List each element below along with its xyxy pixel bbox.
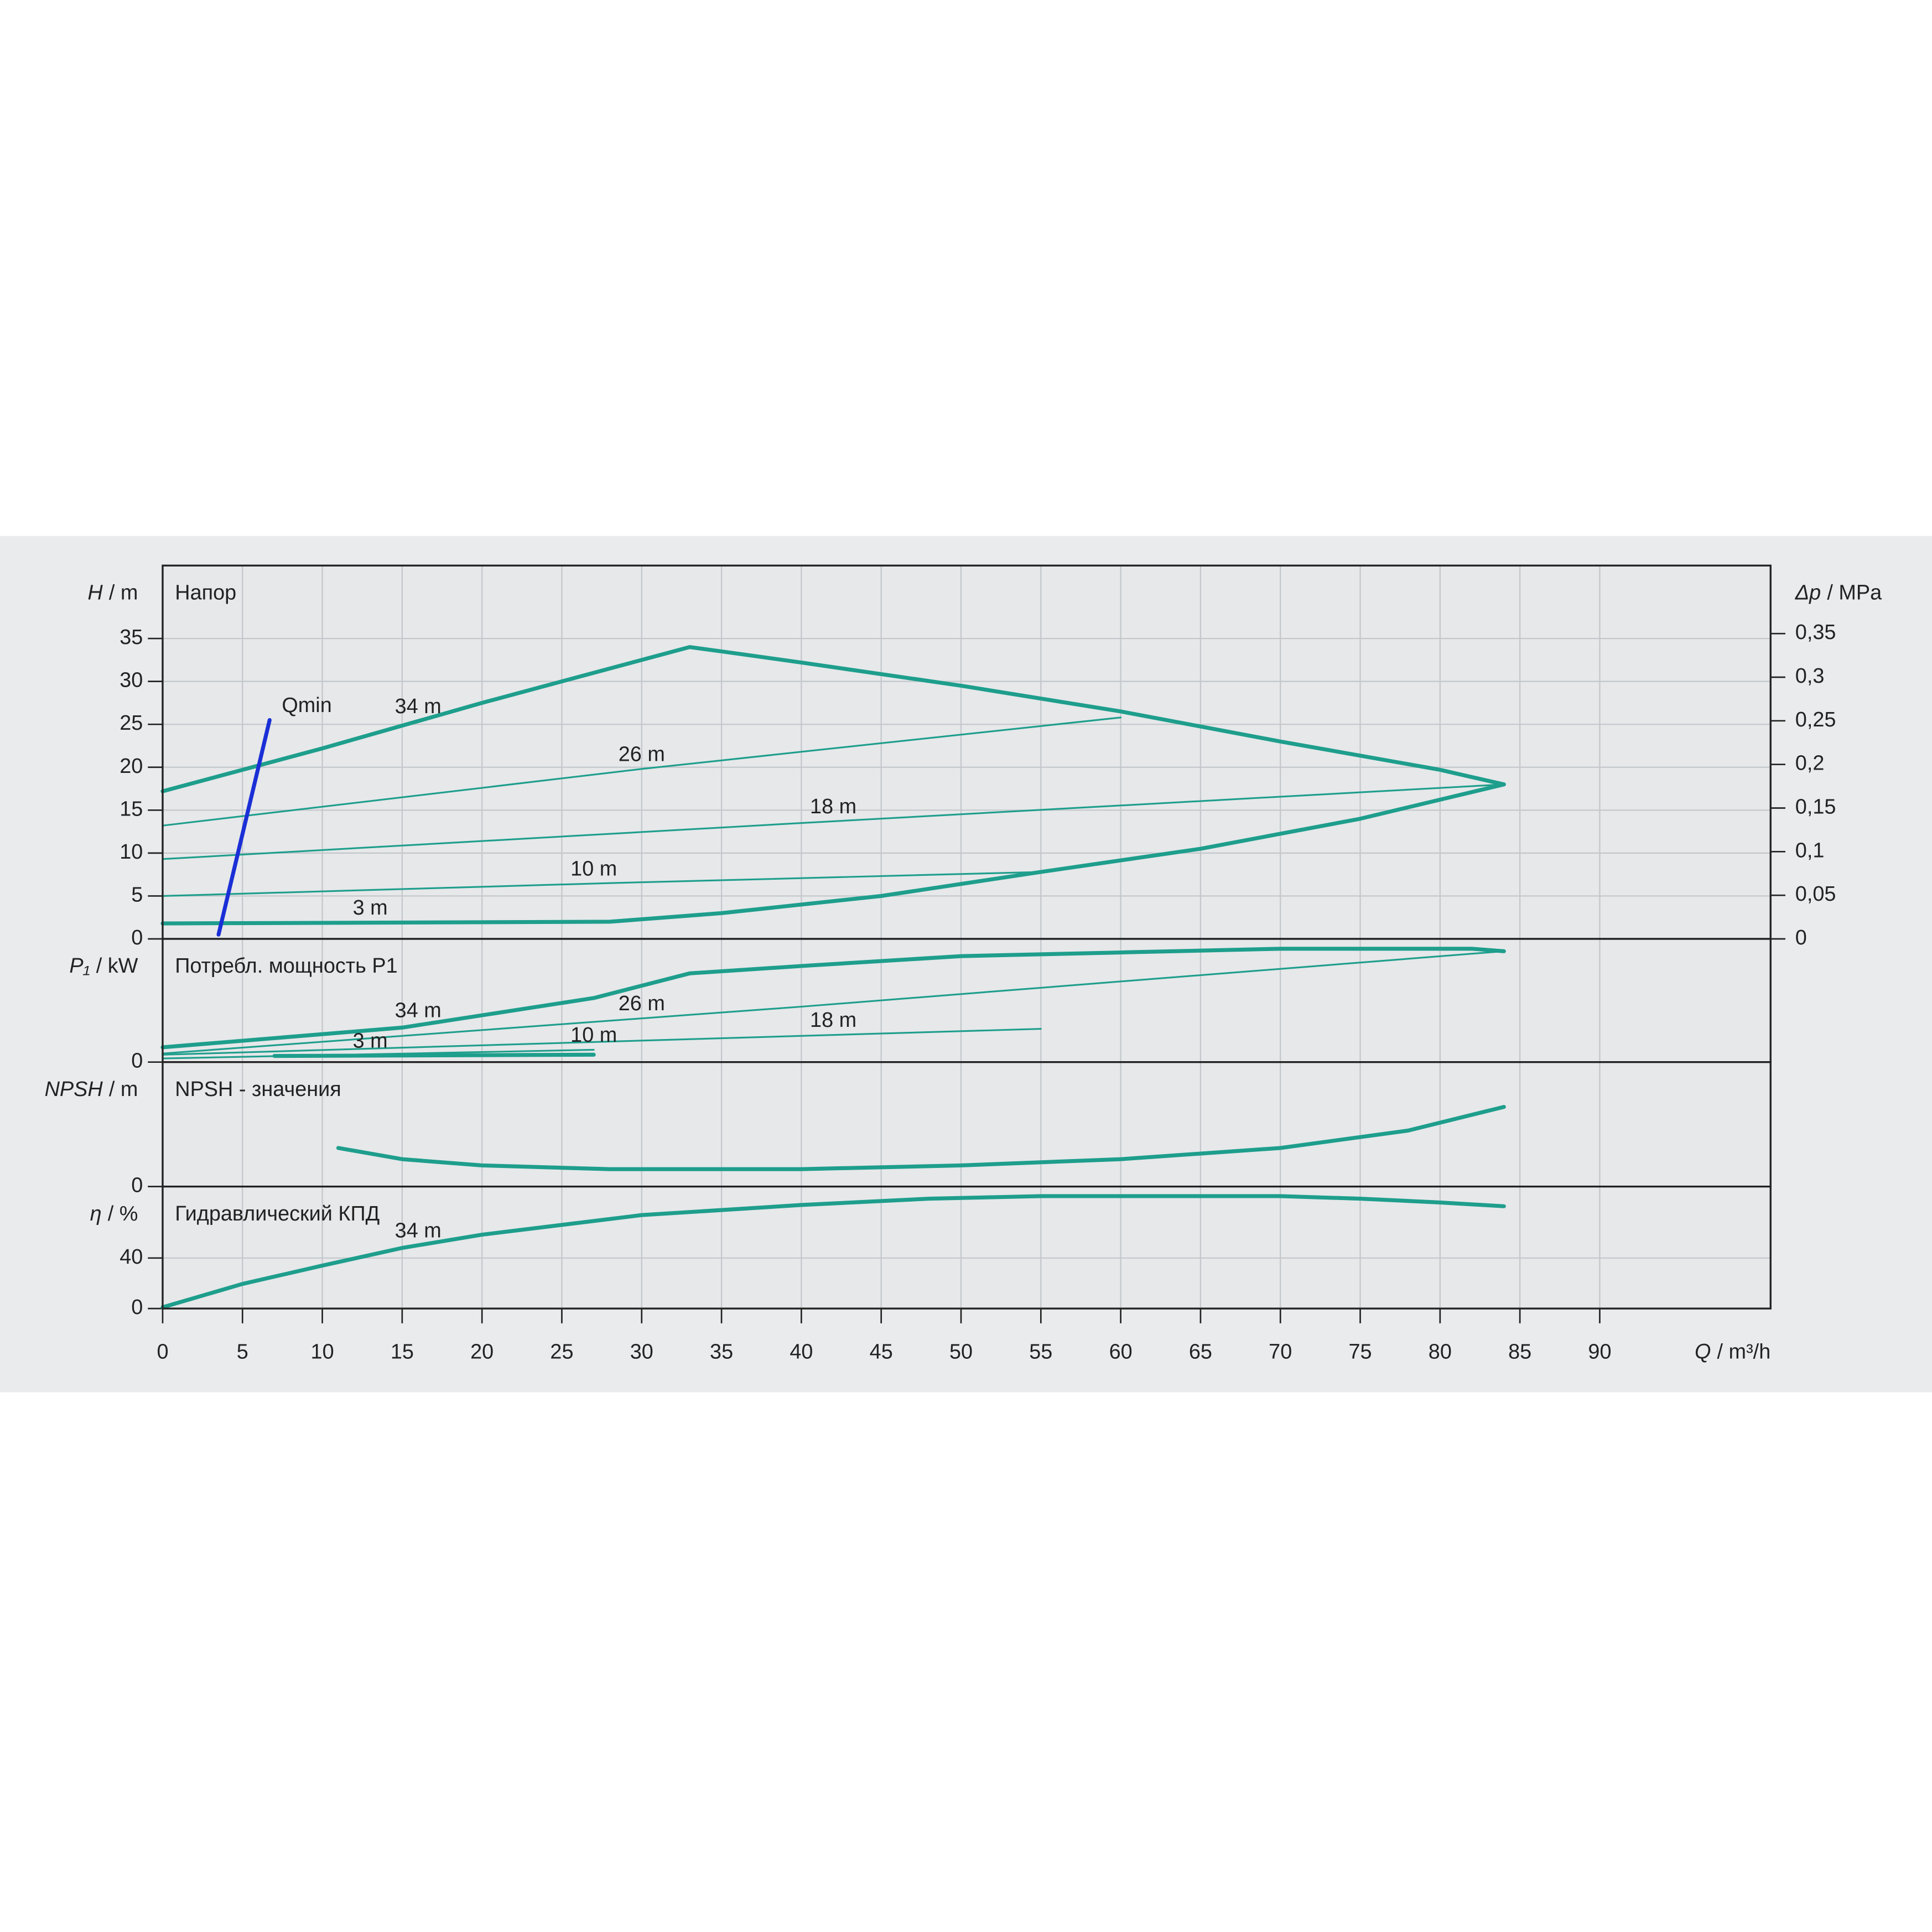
series-label: 26 m [619, 742, 665, 766]
y-axis-label: H / m [87, 581, 138, 604]
x-tick-label: 15 [391, 1340, 414, 1363]
y2-tick-label: 0,1 [1795, 839, 1825, 862]
y2-axis-label-unit: / MPa [1827, 581, 1882, 604]
y-axis-label-unit: / kW [96, 954, 138, 978]
y2-axis-label-symbol: Δp [1795, 581, 1821, 604]
x-tick-label: 65 [1189, 1340, 1212, 1363]
series-label: 10 m [570, 1024, 617, 1047]
series-label: Qmin [282, 694, 331, 717]
y-axis-label: NPSH / m [45, 1078, 138, 1101]
y2-tick-label: 0,3 [1795, 664, 1825, 688]
y-axis-label: η / % [90, 1202, 138, 1225]
y-tick-label: 40 [120, 1245, 143, 1269]
y2-tick-label: 0,35 [1795, 621, 1836, 644]
x-tick-label: 90 [1588, 1340, 1611, 1363]
x-tick-label: 30 [630, 1340, 653, 1363]
x-tick-label: 50 [949, 1340, 973, 1363]
y2-tick-label: 0,25 [1795, 708, 1836, 731]
y-tick-label: 5 [131, 883, 143, 906]
series-line [160, 1194, 1506, 1310]
y-tick-label: 25 [120, 711, 143, 735]
series-line [162, 716, 1122, 827]
y-axis-label-symbol: NPSH [45, 1078, 103, 1101]
x-tick-label: 0 [157, 1340, 168, 1363]
series-label: 18 m [810, 795, 856, 818]
y-tick-label: 35 [120, 626, 143, 649]
x-tick-label: 45 [870, 1340, 893, 1363]
series-label: 18 m [810, 1009, 856, 1032]
x-tick-label: 75 [1348, 1340, 1372, 1363]
series-line [336, 1105, 1506, 1171]
y2-tick-label: 0 [1795, 926, 1807, 949]
series-line [160, 645, 1506, 793]
x-tick-label: 5 [237, 1340, 248, 1363]
x-axis-label-symbol: Q [1695, 1340, 1711, 1363]
series-line [160, 947, 1506, 1050]
x-tick-label: 85 [1508, 1340, 1531, 1363]
plot-frame [162, 1185, 1772, 1310]
x-tick-label: 10 [311, 1340, 334, 1363]
series-line [162, 950, 1505, 1055]
series-label: 3 m [353, 1029, 388, 1052]
x-tick-label: 35 [710, 1340, 733, 1363]
y-axis-label-symbol: H [87, 581, 103, 604]
panel-title: Гидравлический КПД [175, 1202, 380, 1225]
series-line [162, 871, 1042, 897]
series-line [272, 1052, 596, 1058]
panel-title: Потребл. мощность P1 [175, 954, 397, 978]
y-axis-label-unit: / m [109, 1078, 138, 1101]
x-tick-label: 70 [1269, 1340, 1292, 1363]
series-label: 10 m [570, 858, 617, 881]
y2-tick-label: 0,05 [1795, 882, 1836, 906]
panel-title: Напор [175, 581, 236, 604]
x-tick-label: 80 [1429, 1340, 1452, 1363]
x-tick-label: 25 [550, 1340, 573, 1363]
x-tick-label: 40 [790, 1340, 813, 1363]
y-tick-label: 15 [120, 797, 143, 820]
y-tick-label: 0 [131, 1174, 143, 1197]
y-tick-label: 20 [120, 755, 143, 778]
y-axis-label-unit: / % [108, 1202, 138, 1225]
y2-tick-label: 0,15 [1795, 796, 1836, 819]
y-tick-label: 10 [120, 840, 143, 864]
x-axis-label-unit: / m³/h [1717, 1340, 1771, 1363]
y2-axis-label: Δp / MPa [1795, 581, 1882, 604]
y-tick-label: 0 [131, 1050, 143, 1073]
series-line [162, 783, 1505, 860]
plot-area [162, 1062, 1771, 1187]
x-tick-label: 20 [470, 1340, 494, 1363]
series-label: 3 m [353, 896, 388, 920]
y-axis-label-symbol: η [90, 1202, 102, 1225]
plot-area [162, 939, 1771, 1062]
y-axis-label-symbol: P₁ [69, 954, 90, 978]
series-line [162, 1028, 1042, 1056]
series-line [216, 718, 272, 937]
panel-title: NPSH - значения [175, 1078, 341, 1101]
x-axis-label: Q / m³/h [1695, 1340, 1770, 1363]
y-tick-label: 0 [131, 926, 143, 949]
series-label: 34 m [395, 999, 442, 1022]
x-tick-label: 55 [1029, 1340, 1052, 1363]
plot-area [162, 565, 1771, 939]
y-axis-label-unit: / m [109, 581, 138, 604]
y-axis-label: P₁ / kW [69, 954, 138, 978]
y2-tick-label: 0,2 [1795, 752, 1825, 775]
series-line [160, 782, 1506, 926]
series-label: 26 m [619, 992, 665, 1015]
y-tick-label: 30 [120, 669, 143, 692]
series-label: 34 m [395, 1219, 442, 1242]
x-tick-label: 60 [1109, 1340, 1133, 1363]
y-tick-label: 0 [131, 1296, 143, 1319]
series-label: 34 m [395, 695, 442, 718]
